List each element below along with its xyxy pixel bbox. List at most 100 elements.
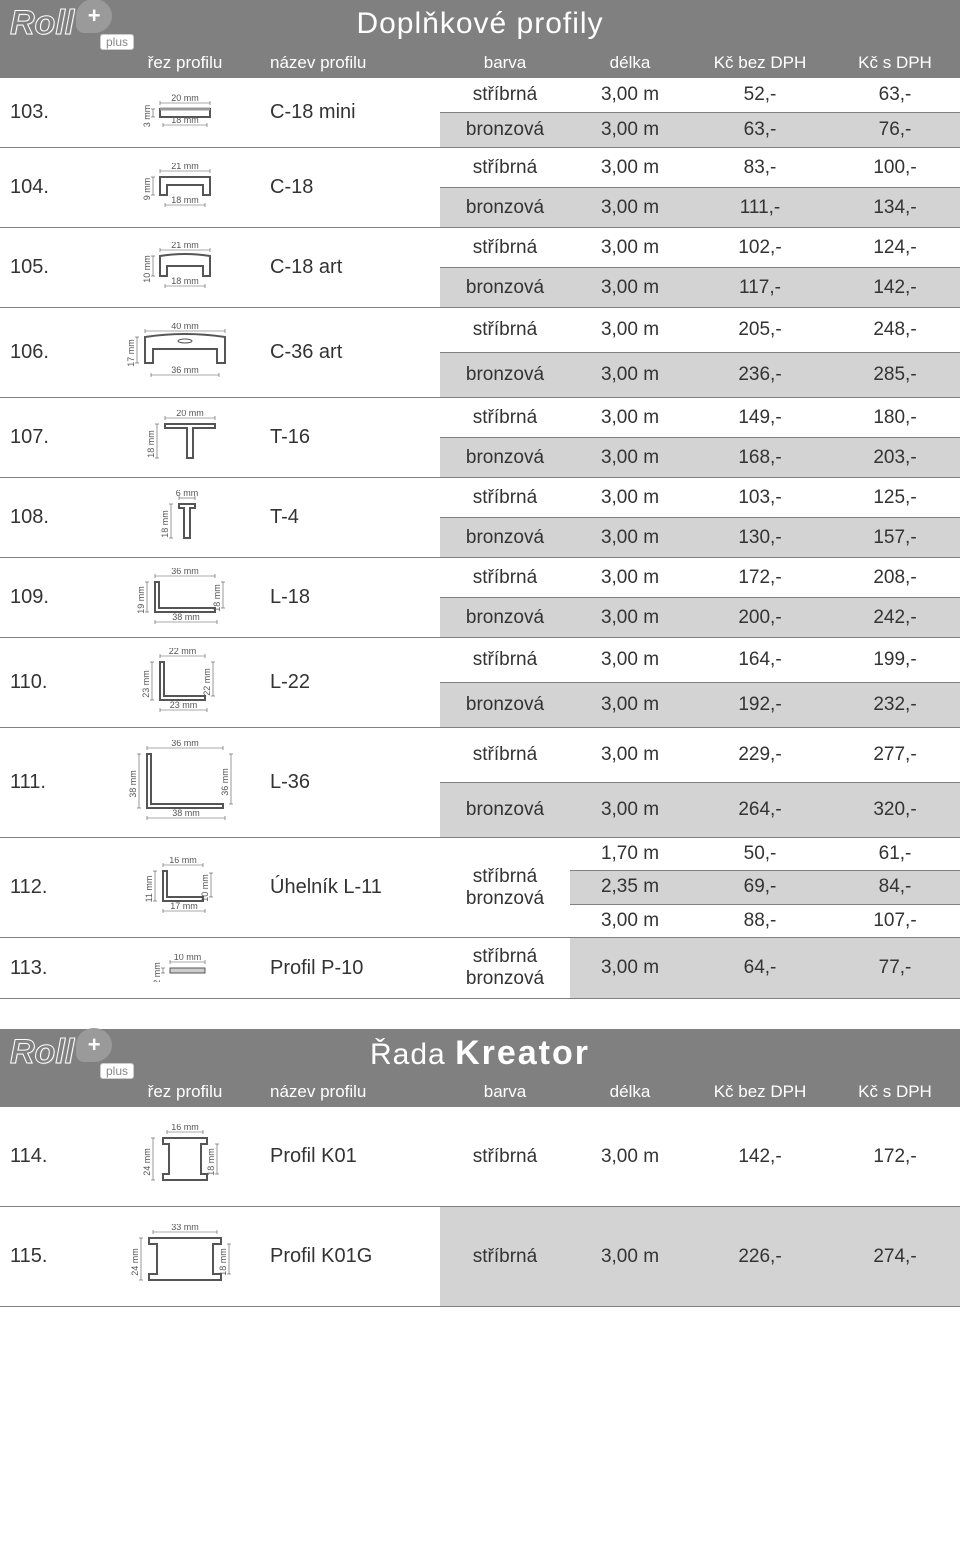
cell-color: bronzová bbox=[440, 277, 570, 299]
cell-price-vat: 274,- bbox=[830, 1246, 960, 1268]
cell-price-novat: 83,- bbox=[690, 157, 830, 179]
svg-text:38 mm: 38 mm bbox=[172, 612, 200, 622]
svg-text:22 mm: 22 mm bbox=[169, 648, 197, 656]
cell-color: stříbrná bbox=[440, 487, 570, 509]
table-row: 104. 21 mm 18 mm 9 mm C-18 stříbrná 3,00… bbox=[0, 148, 960, 228]
logo-sub: plus bbox=[100, 34, 134, 50]
svg-text:18 mm: 18 mm bbox=[171, 115, 199, 125]
cell-price-vat: 100,- bbox=[830, 157, 960, 179]
cell-price-vat: 142,- bbox=[830, 277, 960, 299]
cell-num: 113. bbox=[0, 938, 100, 998]
column-header-1: řez profilu název profilu barva délka Kč… bbox=[0, 48, 960, 78]
svg-text:18 mm: 18 mm bbox=[212, 584, 222, 612]
cell-price-vat: 125,- bbox=[830, 487, 960, 509]
cell-name: C-18 art bbox=[270, 228, 440, 307]
cell-name: C-18 mini bbox=[270, 78, 440, 147]
table-row: 105. 21 mm 18 mm 10 mm C-18 art stříbrná… bbox=[0, 228, 960, 308]
svg-text:18 mm: 18 mm bbox=[171, 195, 199, 205]
table-row: 112. 16 mm 17 mm 11 mm 10 mm Úhelník L-1… bbox=[0, 838, 960, 938]
cell-price-novat: 64,- bbox=[690, 957, 830, 979]
cell-price-vat: 107,- bbox=[830, 910, 960, 932]
logo-text: Roll bbox=[10, 4, 74, 43]
cell-length: 3,00 m bbox=[570, 407, 690, 429]
cell-price-vat: 277,- bbox=[830, 744, 960, 766]
svg-text:36 mm: 36 mm bbox=[171, 568, 199, 576]
svg-text:38 mm: 38 mm bbox=[128, 770, 138, 798]
cell-name: C-18 bbox=[270, 148, 440, 227]
svg-text:18 mm: 18 mm bbox=[160, 510, 170, 538]
cell-name: L-36 bbox=[270, 728, 440, 837]
cell-length: 2,35 m bbox=[570, 876, 690, 898]
cell-price-novat: 111,- bbox=[690, 197, 830, 219]
svg-text:16 mm: 16 mm bbox=[169, 857, 197, 865]
cell-length: 3,00 m bbox=[570, 319, 690, 341]
cell-length: 3,00 m bbox=[570, 157, 690, 179]
svg-text:21 mm: 21 mm bbox=[171, 163, 199, 171]
logo-plus-icon: + bbox=[76, 0, 112, 33]
cell-price-novat: 69,- bbox=[690, 876, 830, 898]
cell-price-novat: 88,- bbox=[690, 910, 830, 932]
cell-num: 107. bbox=[0, 398, 100, 477]
cell-color: bronzová bbox=[440, 364, 570, 386]
column-header-2: řez profilu název profilu barva délka Kč… bbox=[0, 1077, 960, 1107]
hdr-length: délka bbox=[570, 53, 690, 73]
svg-text:11 mm: 11 mm bbox=[144, 875, 154, 902]
hdr-color: barva bbox=[440, 1082, 570, 1102]
cell-color: stříbrnábronzová bbox=[440, 838, 570, 937]
cell-color: stříbrná bbox=[440, 84, 570, 106]
svg-text:10 mm: 10 mm bbox=[142, 255, 152, 283]
cell-name: L-22 bbox=[270, 638, 440, 727]
cell-price-vat: 180,- bbox=[830, 407, 960, 429]
cell-num: 103. bbox=[0, 78, 100, 147]
cell-num: 114. bbox=[0, 1107, 100, 1206]
svg-text:6 mm: 6 mm bbox=[176, 490, 199, 498]
cell-length: 3,00 m bbox=[570, 1146, 690, 1168]
cell-price-vat: 199,- bbox=[830, 649, 960, 671]
cell-length: 3,00 m bbox=[570, 649, 690, 671]
svg-text:10 mm: 10 mm bbox=[174, 954, 202, 962]
svg-text:21 mm: 21 mm bbox=[171, 242, 199, 250]
svg-text:40 mm: 40 mm bbox=[171, 323, 199, 331]
svg-text:23 mm: 23 mm bbox=[141, 670, 151, 698]
table-row: 115. 33 mm 24 mm 18 mm Profil K01G stříb… bbox=[0, 1207, 960, 1307]
cell-color: bronzová bbox=[440, 527, 570, 549]
svg-text:36 mm: 36 mm bbox=[171, 740, 199, 748]
section2-title-pre: Řada bbox=[370, 1038, 455, 1071]
cell-length: 3,00 m bbox=[570, 957, 690, 979]
variant-row: stříbrná 3,00 m 102,- 124,- bbox=[440, 228, 960, 267]
svg-text:36 mm: 36 mm bbox=[220, 768, 230, 796]
cell-color: stříbrná bbox=[440, 1246, 570, 1268]
cell-price-novat: 103,- bbox=[690, 487, 830, 509]
cell-price-vat: 76,- bbox=[830, 119, 960, 141]
cell-length: 3,00 m bbox=[570, 487, 690, 509]
variant-row: stříbrná 3,00 m 103,- 125,- bbox=[440, 478, 960, 517]
logo-plus-icon: + bbox=[76, 1028, 112, 1062]
profile-diagram: 36 mm 38 mm 38 mm 36 mm bbox=[100, 728, 270, 837]
cell-price-vat: 134,- bbox=[830, 197, 960, 219]
variant-row: stříbrná 3,00 m 164,- 199,- bbox=[440, 638, 960, 682]
cell-price-novat: 130,- bbox=[690, 527, 830, 549]
cell-num: 112. bbox=[0, 838, 100, 937]
cell-price-vat: 63,- bbox=[830, 84, 960, 106]
hdr-diag: řez profilu bbox=[100, 1082, 270, 1102]
cell-length: 3,00 m bbox=[570, 364, 690, 386]
svg-text:17 mm: 17 mm bbox=[170, 901, 198, 911]
cell-price-vat: 157,- bbox=[830, 527, 960, 549]
svg-text:24 mm: 24 mm bbox=[142, 1148, 152, 1176]
svg-text:10 mm: 10 mm bbox=[200, 874, 210, 902]
profile-diagram: 16 mm 24 mm 18 mm bbox=[100, 1107, 270, 1206]
table-row: 110. 22 mm 23 mm 23 mm 22 mm L-22 stříbr… bbox=[0, 638, 960, 728]
cell-name: T-4 bbox=[270, 478, 440, 557]
hdr-name: název profilu bbox=[270, 53, 440, 73]
cell-length: 3,00 m bbox=[570, 197, 690, 219]
variant-row: bronzová 3,00 m 200,- 242,- bbox=[440, 597, 960, 637]
variant-row: bronzová 3,00 m 63,- 76,- bbox=[440, 112, 960, 147]
profile-diagram: 22 mm 23 mm 23 mm 22 mm bbox=[100, 638, 270, 727]
cell-price-novat: 205,- bbox=[690, 319, 830, 341]
section1-header: Roll + plus Doplňkové profily bbox=[0, 0, 960, 48]
svg-text:18 mm: 18 mm bbox=[171, 276, 199, 286]
hdr-name: název profilu bbox=[270, 1082, 440, 1102]
svg-text:20 mm: 20 mm bbox=[176, 410, 204, 418]
cell-price-novat: 172,- bbox=[690, 567, 830, 589]
cell-color: stříbrná bbox=[440, 157, 570, 179]
